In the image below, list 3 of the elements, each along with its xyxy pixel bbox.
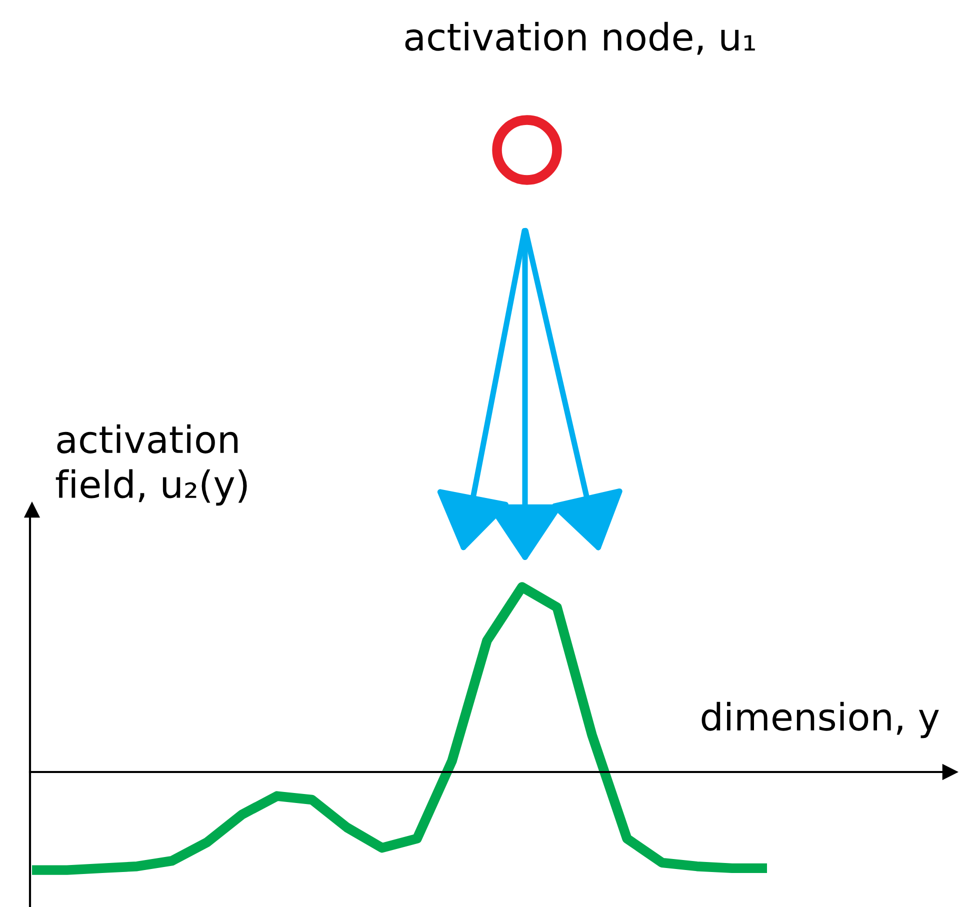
y-axis-title: activation field, u₂(y): [56, 424, 247, 506]
chart-title: activation node, u₁: [405, 22, 755, 55]
x-axis-title: dimension, y: [702, 702, 939, 738]
